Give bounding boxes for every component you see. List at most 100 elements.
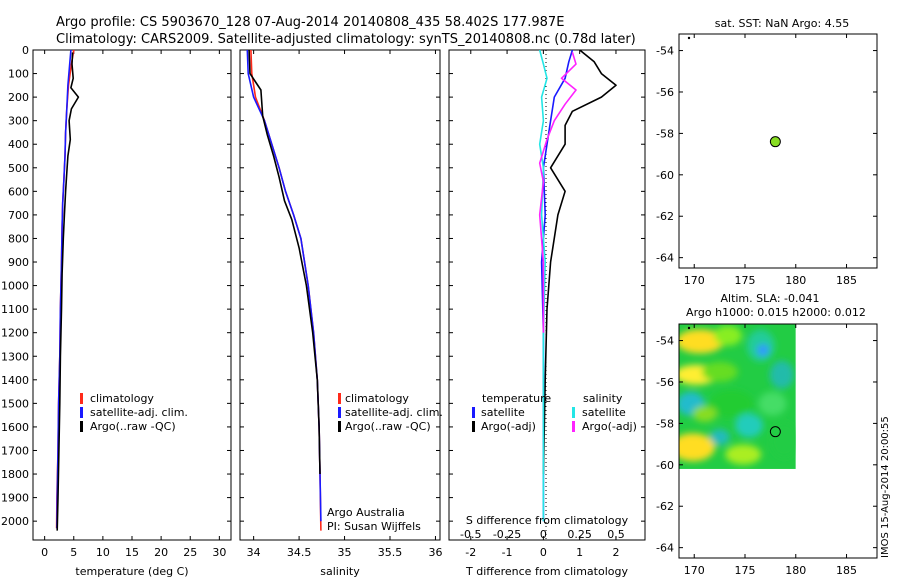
legend-label-t-satellite: satellite [481, 406, 525, 419]
ytick-label: -54 [656, 335, 674, 348]
argo-position-marker [769, 136, 781, 148]
xtick-label-salinity: 0 [540, 528, 547, 541]
ytick-label: -56 [656, 376, 674, 389]
ytick-label: -62 [656, 500, 674, 513]
ytick-label: 100 [8, 68, 29, 81]
xtick-label: 170 [684, 274, 705, 287]
series-line-argo-adj- [542, 49, 617, 475]
ytick-label: 1900 [1, 492, 29, 505]
ytick-label: 1100 [1, 303, 29, 316]
argo-position-marker [769, 426, 781, 438]
legend-header-salinity: salinity [583, 392, 623, 405]
legend-swatch-climatology [338, 393, 341, 404]
xtick-label: 185 [836, 564, 857, 577]
sla-map-title: Altim. SLA: -0.041 [720, 292, 819, 305]
temperature-panel: 0100200300400500600700800900100011001200… [1, 44, 232, 578]
ytick-label: 700 [8, 209, 29, 222]
sla-anomaly-cell [709, 429, 730, 446]
sla-anomaly-cell [758, 391, 787, 416]
xtick-label-salinity: 0.5 [607, 528, 625, 541]
ytick-label: 800 [8, 232, 29, 245]
temperature-legend: climatology satellite-adj. clim. Argo(..… [80, 392, 188, 433]
ytick-label: 1500 [1, 397, 29, 410]
legend-label-climatology: climatology [345, 392, 409, 405]
ytick-label: 600 [8, 185, 29, 198]
ytick-label: 900 [8, 256, 29, 269]
difference-panel: -2 -1 0 1 2 -0.5 -0.25 0 0.25 0.5 temperature sal… [448, 49, 646, 578]
difference-xlabel2: S difference from climatology [466, 514, 629, 527]
xtick-label: 2 [612, 546, 619, 559]
series-line-argo-raw-qc- [56, 52, 80, 531]
corner-dot [687, 36, 691, 40]
sla-anomaly-cell [701, 361, 738, 382]
legend-label-s-satellite: satellite [582, 406, 626, 419]
legend-swatch-s-argo [572, 421, 575, 432]
legend-label-s-argo: Argo(-adj) [582, 420, 637, 433]
xtick-label: 175 [735, 564, 756, 577]
ytick-label: -58 [656, 417, 674, 430]
sla-map-panel: Altim. SLA: -0.041 Argo h1000: 0.015 h20… [656, 292, 878, 577]
sla-anomaly-cell [692, 405, 717, 422]
legend-swatch-satellite [338, 407, 341, 418]
annotation-argo-australia: Argo Australia [327, 506, 405, 519]
sla-anomaly-cell [679, 433, 716, 462]
xtick-label: 0 [540, 546, 547, 559]
xtick-label: 34 [247, 546, 261, 559]
legend-label-climatology: climatology [90, 392, 154, 405]
ytick-label: -60 [656, 169, 674, 182]
salinity-xlabel: salinity [320, 565, 360, 578]
xtick-label: 35 [338, 546, 352, 559]
difference-xlabel: T difference from climatology [465, 565, 628, 578]
ytick-label: 1800 [1, 468, 29, 481]
ytick-label: -58 [656, 127, 674, 140]
ytick-label: 500 [8, 162, 29, 175]
ytick-label: -62 [656, 210, 674, 223]
xtick-label: 34.5 [287, 546, 312, 559]
legend-label-satellite: satellite-adj. clim. [90, 406, 188, 419]
sla-anomaly-cell [735, 413, 764, 438]
sla-map-subtitle: Argo h1000: 0.015 h2000: 0.012 [686, 306, 866, 319]
salinity-panel: 34 34.5 35 35.5 36 climatology satellite-adj… [239, 49, 443, 578]
ytick-label: 1400 [1, 374, 29, 387]
ytick-label: 400 [8, 138, 29, 151]
sst-map-panel: sat. SST: NaN Argo: 4.55 170 175 180 185 -54… [656, 17, 878, 287]
legend-label-t-argo: Argo(-adj) [481, 420, 536, 433]
ytick-label: 200 [8, 91, 29, 104]
salinity-axes [239, 49, 441, 541]
legend-swatch-t-satellite [472, 407, 475, 418]
xtick-label: 185 [836, 274, 857, 287]
sla-anomaly-cell [770, 421, 796, 458]
xtick-label: -2 [465, 546, 476, 559]
ytick-label: 1200 [1, 327, 29, 340]
sla-anomaly-cell [769, 360, 794, 389]
corner-dot [687, 326, 691, 330]
difference-legend: temperature salinity satellite Argo(-adj… [472, 392, 637, 433]
legend-swatch-s-satellite [572, 407, 575, 418]
ytick-label: -60 [656, 459, 674, 472]
sla-map-axes [678, 323, 878, 559]
xtick-label: 5 [70, 546, 77, 559]
xtick-label: 180 [785, 564, 806, 577]
ytick-label: 1300 [1, 350, 29, 363]
xtick-label-salinity: -0.25 [493, 528, 521, 541]
legend-swatch-argo [338, 421, 341, 432]
ytick-label: -54 [656, 45, 674, 58]
legend-swatch-argo [80, 421, 83, 432]
annotation-pi: PI: Susan Wijffels [327, 520, 421, 533]
legend-label-argo: Argo(..raw -QC) [345, 420, 431, 433]
series-line-satellite-adj-clim- [246, 49, 322, 522]
xtick-label: 180 [785, 274, 806, 287]
sla-anomaly-cell [709, 389, 754, 418]
sla-anomaly-cell [714, 325, 743, 346]
header-line2: Climatology: CARS2009. Satellite-adjuste… [56, 32, 636, 47]
sla-anomaly-cell [679, 329, 725, 354]
xtick-label-salinity: 0.25 [567, 528, 592, 541]
ytick-label: -64 [656, 542, 674, 555]
difference-axes [448, 49, 646, 541]
ytick-label: -64 [656, 252, 674, 265]
legend-swatch-t-argo [472, 421, 475, 432]
legend-swatch-climatology [80, 393, 83, 404]
sla-anomaly-cell [757, 344, 770, 357]
sla-anomaly-cell [725, 444, 762, 465]
legend-label-satellite: satellite-adj. clim. [345, 406, 443, 419]
